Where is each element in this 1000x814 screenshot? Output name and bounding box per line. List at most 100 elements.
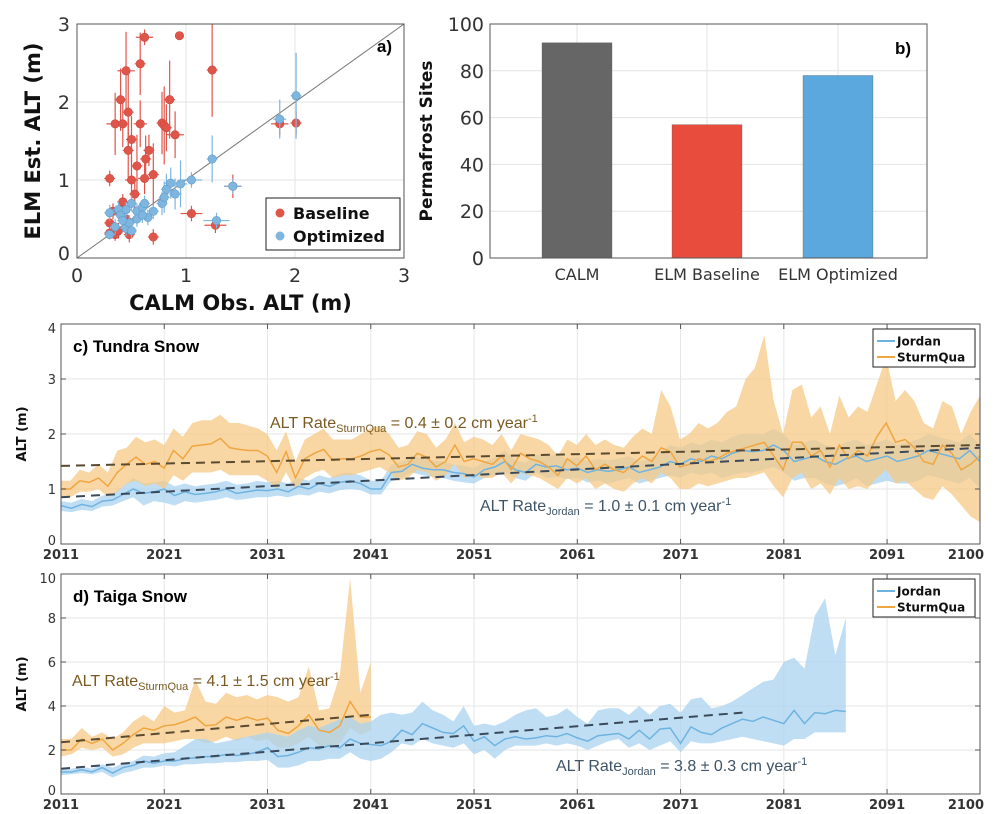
- panel-b-frame: [489, 23, 928, 259]
- x-tick-label: 2071: [662, 548, 698, 563]
- rate-annotation-jordan: ALT RateJordan = 1.0 ± 0.1 cm year-1: [480, 496, 731, 518]
- rate-superscript: -1: [528, 413, 538, 425]
- bar-elm-baseline: [671, 124, 743, 259]
- data-point: [105, 230, 115, 240]
- data-point: [170, 189, 180, 199]
- data-point: [148, 170, 158, 180]
- data-point: [212, 216, 222, 226]
- panel-a-label: a): [377, 37, 392, 56]
- panel-d-frame: [60, 573, 981, 795]
- data-point: [166, 178, 176, 188]
- data-point: [105, 208, 115, 218]
- data-point: [207, 154, 217, 164]
- x-tick-label: 2031: [249, 548, 285, 563]
- bar-elm-optimized: [802, 75, 874, 259]
- data-point: [127, 226, 137, 236]
- y-tick-label: 2: [58, 92, 70, 114]
- rate-subscript: Jordan: [622, 766, 656, 778]
- panel-c-legend: Jordan SturmQua: [872, 328, 976, 368]
- data-point: [174, 31, 184, 41]
- legend-label-sturmqua: SturmQua: [897, 601, 965, 615]
- data-point: [159, 192, 169, 202]
- data-point: [228, 181, 238, 191]
- rate-text: ALT Rate: [270, 415, 336, 432]
- legend-label-sturmqua: SturmQua: [897, 351, 965, 365]
- x-tick-label: 2091: [869, 798, 905, 813]
- rate-superscript: -1: [330, 671, 340, 683]
- x-tick-label: 2021: [146, 798, 182, 813]
- data-point: [118, 216, 128, 226]
- legend-marker-baseline: [275, 208, 285, 218]
- data-point: [186, 175, 196, 185]
- panel-c-timeseries: 2011 2021 2031 2041 2051 2061 2071 2081 2091 2100…: [15, 322, 984, 563]
- x-tick-label: 2100: [948, 548, 984, 563]
- panel-c-label: c) Tundra Snow: [73, 337, 200, 356]
- panel-b-bar: 0 20 40 60 80 100 CALM ELM Baseline ELM Optimize…: [417, 14, 928, 284]
- line-sturmqua: [61, 421, 981, 490]
- panel-d-legend: Jordan SturmQua: [872, 578, 976, 618]
- y-tick-label: 0: [48, 534, 56, 549]
- data-point: [135, 59, 145, 69]
- x-tick-label: 2021: [146, 548, 182, 563]
- panel-b-ticks: 0 20 40 60 80 100 CALM ELM Baseline ELM Optimize…: [448, 14, 898, 284]
- panel-a-ylabel: ELM Est. ALT (m): [21, 43, 45, 240]
- series-optimized: [104, 52, 302, 240]
- data-point: [116, 95, 126, 105]
- data-point: [186, 209, 196, 219]
- data-point: [148, 206, 158, 216]
- data-point: [137, 210, 147, 220]
- data-point: [127, 134, 137, 144]
- panel-a-scatter: 0 1 2 3 0 1 2 3 a) CALM Obs. ALT (m) ELM Est. A…: [21, 14, 410, 315]
- legend-label-optimized: Optimized: [293, 227, 385, 246]
- panel-c-ticks: 2011 2021 2031 2041 2051 2061 2071 2081 2091 2100…: [43, 322, 984, 563]
- rate-superscript: -1: [721, 496, 731, 508]
- data-point: [140, 32, 150, 42]
- panel-d-timeseries: 2011 2021 2031 2041 2051 2061 2071 2081 2091 2100…: [15, 572, 984, 813]
- x-tick-label: ELM Baseline: [654, 265, 760, 284]
- rate-subscript: SturmQua: [138, 681, 189, 693]
- panel-a-ticks: 0 1 2 3 0 1 2 3: [58, 14, 410, 287]
- x-tick-label: 2011: [43, 798, 79, 813]
- x-tick-label: 2081: [766, 798, 802, 813]
- y-tick-label: 4: [48, 700, 56, 715]
- data-point: [127, 175, 137, 185]
- y-tick-label: 20: [460, 201, 484, 223]
- panel-d-ticks: 2011 2021 2031 2041 2051 2061 2071 2081 2091 2100…: [39, 572, 984, 813]
- rate-annotation-jordan: ALT RateJordan = 3.8 ± 0.3 cm year-1: [556, 756, 807, 778]
- y-tick-label: 0: [472, 248, 484, 270]
- rate-value: = 0.4 ± 0.2 cm year: [386, 415, 528, 432]
- rate-value: = 4.1 ± 1.5 cm year: [188, 673, 330, 690]
- data-point: [165, 95, 175, 105]
- panel-c-ylabel: ALT (m): [15, 406, 30, 461]
- data-point: [170, 130, 180, 140]
- data-point: [140, 173, 150, 183]
- y-tick-label: 60: [460, 108, 484, 130]
- data-point: [144, 145, 154, 155]
- panel-c-annotations: ALT RateSturmQua = 0.4 ± 0.2 cm year-1AL…: [270, 413, 731, 518]
- data-point: [176, 179, 186, 189]
- rate-subscript: SturmQua: [336, 423, 387, 435]
- data-point: [140, 198, 150, 208]
- data-point: [275, 114, 285, 124]
- panel-b-label: b): [895, 39, 911, 58]
- data-point: [121, 205, 131, 215]
- y-tick-label: 1: [48, 483, 56, 498]
- rate-annotation-sturmqua: ALT RateSturmQua = 4.1 ± 1.5 cm year-1: [72, 671, 340, 693]
- y-tick-label: 100: [448, 14, 484, 36]
- data-point: [105, 173, 115, 183]
- x-tick-label: 3: [398, 265, 410, 287]
- x-tick-label: 2051: [456, 798, 492, 813]
- y-tick-label: 3: [48, 373, 56, 388]
- y-tick-label: 4: [48, 322, 56, 337]
- legend-label-jordan: Jordan: [896, 585, 941, 599]
- rate-text: ALT Rate: [72, 673, 138, 690]
- data-point: [110, 222, 120, 232]
- data-point: [123, 107, 133, 117]
- trend-sturmqua: [60, 444, 981, 467]
- data-point: [123, 145, 133, 155]
- data-point: [161, 123, 171, 133]
- legend-box: [872, 328, 976, 368]
- data-point: [148, 232, 158, 242]
- x-tick-label: 2071: [662, 798, 698, 813]
- x-tick-label: 2: [289, 265, 301, 287]
